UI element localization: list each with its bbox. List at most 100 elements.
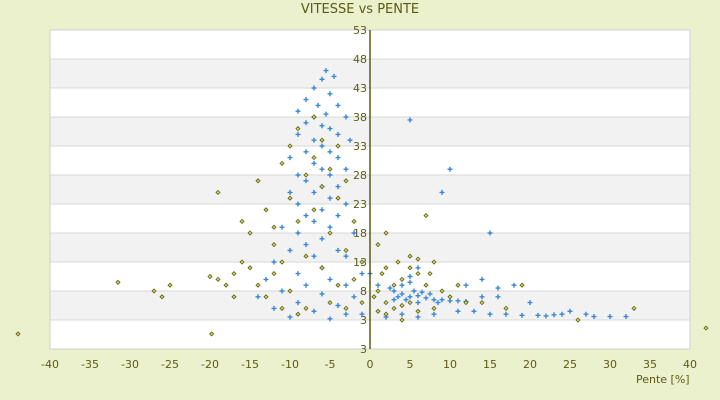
data-point-olive bbox=[391, 282, 397, 288]
data-point-olive bbox=[311, 114, 317, 120]
data-point-blue bbox=[327, 316, 333, 322]
data-point-blue bbox=[311, 85, 317, 91]
data-point-blue bbox=[495, 294, 501, 300]
data-point-olive bbox=[399, 276, 405, 282]
data-point-blue bbox=[323, 68, 329, 74]
data-point-blue bbox=[311, 160, 317, 166]
data-point-olive bbox=[631, 305, 637, 311]
data-point-blue bbox=[319, 291, 325, 297]
x-tick-label: 25 bbox=[563, 358, 577, 371]
data-point-blue bbox=[407, 117, 413, 123]
data-point-blue bbox=[295, 172, 301, 178]
data-point-blue bbox=[431, 297, 437, 303]
data-point-blue bbox=[295, 108, 301, 114]
data-point-olive bbox=[399, 317, 405, 323]
data-point-blue bbox=[335, 184, 341, 190]
data-point-olive bbox=[463, 300, 469, 306]
data-point-blue bbox=[391, 297, 397, 303]
data-point-blue bbox=[335, 102, 341, 108]
data-point-blue bbox=[415, 265, 421, 271]
data-point-blue bbox=[559, 311, 565, 317]
data-point-blue bbox=[263, 276, 269, 282]
data-point-olive bbox=[271, 271, 277, 277]
chart-title: VITESSE vs PENTE bbox=[300, 2, 420, 17]
data-point-olive bbox=[15, 331, 21, 337]
data-point-blue bbox=[551, 312, 557, 318]
data-point-blue bbox=[607, 314, 613, 320]
data-point-olive bbox=[703, 325, 709, 331]
data-point-blue bbox=[295, 271, 301, 277]
data-point-blue bbox=[503, 311, 509, 317]
data-point-blue bbox=[519, 312, 525, 318]
data-point-olive bbox=[399, 302, 405, 309]
data-point-blue bbox=[343, 201, 349, 207]
y-tick-label: 53 bbox=[353, 24, 367, 37]
data-point-blue bbox=[455, 308, 461, 314]
data-point-olive bbox=[423, 213, 429, 219]
data-point-olive bbox=[223, 282, 229, 288]
data-point-blue bbox=[295, 230, 301, 236]
data-point-olive bbox=[343, 247, 349, 253]
x-tick-label: -10 bbox=[281, 358, 299, 371]
data-point-blue bbox=[287, 314, 293, 320]
y-tick-label: 3 bbox=[360, 343, 367, 356]
data-point-olive bbox=[279, 259, 285, 265]
data-point-blue bbox=[327, 91, 333, 97]
data-point-blue bbox=[591, 314, 597, 320]
data-point-blue bbox=[319, 143, 325, 149]
data-point-blue bbox=[303, 242, 309, 248]
data-point-blue bbox=[411, 288, 417, 294]
data-point-blue bbox=[435, 300, 441, 306]
data-point-olive bbox=[319, 265, 325, 271]
data-point-blue bbox=[399, 291, 405, 297]
data-point-olive bbox=[295, 311, 301, 317]
data-point-olive bbox=[415, 308, 421, 314]
x-tick-label: -30 bbox=[121, 358, 139, 371]
data-point-blue bbox=[271, 305, 277, 311]
data-point-blue bbox=[335, 131, 341, 137]
data-point-blue bbox=[511, 282, 517, 288]
data-point-olive bbox=[371, 294, 377, 300]
x-tick-label: 35 bbox=[643, 358, 657, 371]
data-point-blue bbox=[399, 282, 405, 288]
data-point-olive bbox=[343, 305, 349, 311]
data-point-olive bbox=[159, 294, 165, 300]
data-point-olive bbox=[391, 305, 397, 311]
data-point-olive bbox=[287, 288, 293, 294]
data-point-olive bbox=[263, 207, 269, 213]
data-point-blue bbox=[303, 178, 309, 184]
x-tick-label: 0 bbox=[367, 358, 374, 371]
data-point-olive bbox=[215, 189, 221, 195]
data-point-olive bbox=[359, 300, 365, 306]
data-point-olive bbox=[231, 294, 237, 300]
data-point-blue bbox=[415, 293, 421, 299]
data-point-blue bbox=[351, 294, 357, 300]
y-tick-label: 23 bbox=[353, 198, 367, 211]
data-point-blue bbox=[335, 213, 341, 219]
data-point-blue bbox=[327, 149, 333, 155]
data-point-blue bbox=[279, 224, 285, 230]
y-tick-label: 3 bbox=[360, 314, 367, 327]
x-tick-label: 5 bbox=[407, 358, 414, 371]
data-point-blue bbox=[303, 149, 309, 155]
data-point-olive bbox=[247, 230, 253, 236]
data-point-olive bbox=[395, 259, 401, 265]
data-point-olive bbox=[279, 305, 285, 311]
data-point-blue bbox=[487, 311, 493, 317]
data-point-blue bbox=[295, 300, 301, 306]
x-tick-label: 40 bbox=[683, 358, 697, 371]
data-point-olive bbox=[303, 305, 309, 311]
data-point-olive bbox=[335, 195, 341, 201]
data-point-blue bbox=[407, 274, 413, 279]
data-point-blue bbox=[319, 123, 325, 129]
data-point-blue bbox=[495, 285, 501, 291]
data-point-blue bbox=[543, 313, 549, 319]
data-point-blue bbox=[343, 253, 349, 259]
data-point-blue bbox=[271, 259, 277, 265]
data-point-blue bbox=[315, 102, 321, 108]
data-point-olive bbox=[379, 271, 385, 277]
data-point-blue bbox=[343, 166, 349, 172]
data-point-olive bbox=[351, 218, 357, 224]
data-point-blue bbox=[255, 294, 261, 300]
data-point-blue bbox=[303, 97, 309, 103]
